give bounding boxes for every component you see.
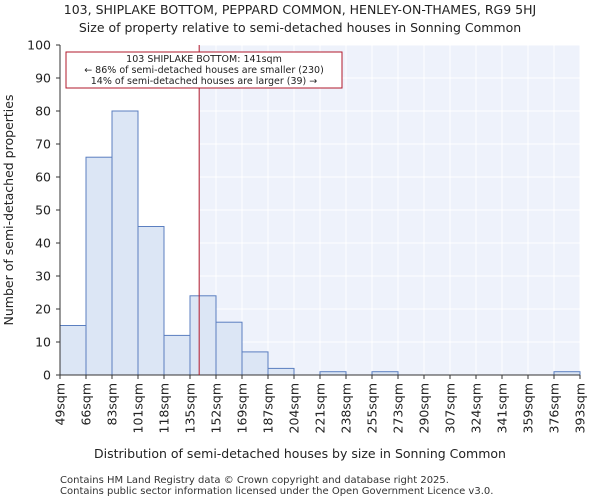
y-tick-label-70: 70 [35,137,51,152]
x-tick-label-66sqm: 66sqm [79,383,94,426]
x-tick-label-393sqm: 393sqm [573,383,588,433]
bar-135sqm [189,295,217,376]
bar-66sqm [85,156,113,376]
axes [59,45,580,376]
x-tick-label-83sqm: 83sqm [105,383,120,426]
x-tick-label-324sqm: 324sqm [469,383,484,433]
y-axis-label: Number of semi-detached properties [1,95,16,326]
x-tick-label-341sqm: 341sqm [495,383,510,433]
x-axis-label: Distribution of semi-detached houses by … [94,446,506,461]
bar-169sqm [241,351,269,376]
x-tick-label-307sqm: 307sqm [443,383,458,433]
footer-copyright: Contains HM Land Registry data © Crown c… [60,475,449,486]
annotation-line-3: 14% of semi-detached houses are larger (… [91,76,318,87]
y-tick-label-30: 30 [35,269,51,284]
bar-187sqm [267,367,295,376]
x-tick-label-135sqm: 135sqm [183,383,198,433]
y-tick-label-50: 50 [35,203,51,218]
x-tick-label-273sqm: 273sqm [391,383,406,433]
x-tick-label-169sqm: 169sqm [235,383,250,433]
x-tick-label-118sqm: 118sqm [157,383,172,433]
y-tick-label-60: 60 [35,170,51,185]
x-tick-label-221sqm: 221sqm [313,383,328,433]
bars [59,110,581,376]
annotation-line-2: ← 86% of semi-detached houses are smalle… [84,65,324,76]
bar-152sqm [215,321,243,376]
annotation-box [65,51,343,89]
bar-83sqm [111,110,139,376]
y-tick-label-100: 100 [27,38,51,53]
x-tick-label-290sqm: 290sqm [417,383,432,433]
x-axis-ticks: 49sqm 66sqm 83sqm 101sqm 118sqm 135sqm 152sqm 1… [53,375,588,433]
chart-title: 103, SHIPLAKE BOTTOM, PEPPARD COMMON, HE… [64,2,536,17]
x-tick-label-376sqm: 376sqm [547,383,562,433]
bar-101sqm [137,226,165,376]
x-tick-label-101sqm: 101sqm [131,383,146,433]
chart-subtitle: Size of property relative to semi-detach… [79,20,521,35]
y-tick-label-0: 0 [43,368,51,383]
y-tick-label-10: 10 [35,335,51,350]
y-tick-label-90: 90 [35,71,51,86]
x-tick-label-49sqm: 49sqm [53,383,68,426]
y-axis-ticks: 0 10 20 30 40 50 60 70 80 90 100 [27,38,60,383]
annotation-line-1: 103 SHIPLAKE BOTTOM: 141sqm [126,54,282,65]
x-tick-label-152sqm: 152sqm [209,383,224,433]
y-tick-label-40: 40 [35,236,51,251]
footer-licence: Contains public sector information licen… [60,486,493,497]
x-tick-label-204sqm: 204sqm [287,383,302,433]
bar-49sqm [59,325,87,376]
x-tick-label-187sqm: 187sqm [261,383,276,433]
y-tick-label-20: 20 [35,302,51,317]
x-tick-label-238sqm: 238sqm [339,383,354,433]
y-tick-label-80: 80 [35,104,51,119]
x-tick-label-255sqm: 255sqm [365,383,380,433]
bar-118sqm [163,334,191,376]
x-tick-label-359sqm: 359sqm [521,383,536,433]
